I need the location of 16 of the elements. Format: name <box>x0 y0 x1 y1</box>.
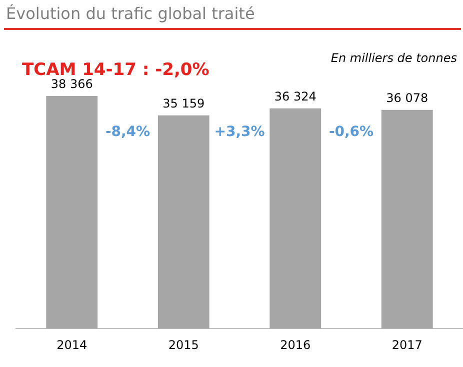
data-label: 36 324 <box>274 89 316 104</box>
bar <box>381 110 433 329</box>
x-tick-label: 2017 <box>392 338 422 352</box>
x-tick-label: 2015 <box>168 338 199 352</box>
bar <box>158 115 210 329</box>
data-label: 35 159 <box>162 96 205 110</box>
annotation: +3,3% <box>214 124 265 140</box>
text: En milliers de tonnes <box>330 51 457 65</box>
annotation: -0,6% <box>328 124 374 140</box>
bar <box>270 108 322 329</box>
bar <box>46 96 98 329</box>
x-tick-label: 2016 <box>280 338 311 352</box>
data-label: 36 078 <box>386 90 428 105</box>
chart-title: Évolution du trafic global traité <box>6 4 255 23</box>
x-tick-label: 2014 <box>56 338 88 352</box>
annotation: -8,4% <box>105 124 150 140</box>
